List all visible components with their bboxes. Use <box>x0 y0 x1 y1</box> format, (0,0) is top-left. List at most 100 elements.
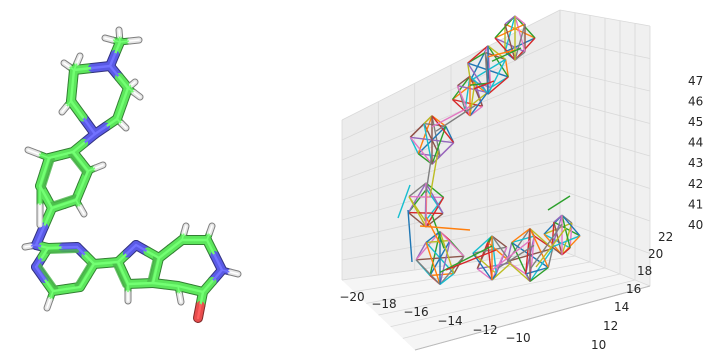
wire-link <box>397 184 411 219</box>
bonds <box>22 27 241 322</box>
wire-link <box>419 225 471 231</box>
wire-link <box>535 227 567 268</box>
wire-segment <box>451 75 471 100</box>
wire-segment <box>547 248 554 268</box>
grid-line <box>366 261 591 304</box>
wire-segment <box>407 212 427 228</box>
wire-segment <box>529 266 549 282</box>
wire-segment <box>529 236 535 282</box>
wire-segment <box>491 273 497 281</box>
bond-highlight <box>71 68 76 87</box>
aromatic-bond <box>37 262 59 291</box>
wire-segment <box>425 231 441 243</box>
wire-link <box>431 106 471 128</box>
wire-segment <box>467 45 489 64</box>
bond-highlight <box>46 246 64 250</box>
wire-segment <box>431 115 455 144</box>
bond-highlight <box>29 244 37 247</box>
bond-highlight <box>176 284 192 291</box>
wire-segment <box>487 242 493 281</box>
bond-highlight <box>125 243 138 255</box>
wire-link <box>491 240 531 271</box>
wire-segment <box>525 273 531 282</box>
bond-highlight <box>51 287 68 293</box>
wire-link <box>429 150 439 198</box>
wire-segment <box>514 15 526 53</box>
aromatic-bond <box>67 152 87 176</box>
wire-link <box>547 195 571 211</box>
wire-link <box>425 216 441 244</box>
wire-segment <box>543 233 571 249</box>
bond-highlight <box>68 65 75 71</box>
bond-highlight <box>59 150 75 157</box>
bond-highlight <box>116 260 125 275</box>
wire-link <box>431 214 445 249</box>
z-tick-label: 42 <box>688 177 703 191</box>
bond-highlight <box>94 164 104 169</box>
wire-segment <box>551 222 555 248</box>
y-tick-label: 16 <box>626 282 641 296</box>
aromatic-bond <box>41 157 55 190</box>
x-tick-label: −10 <box>505 331 530 345</box>
bond-highlight <box>127 87 135 94</box>
wire-segment <box>472 235 493 254</box>
wire-segment <box>506 260 531 282</box>
wire-segment <box>431 142 455 165</box>
wire-segment <box>457 85 488 94</box>
bond-highlight <box>128 39 140 42</box>
bond-highlight <box>113 40 122 56</box>
bond-highlight <box>93 125 108 136</box>
wire-segment <box>487 235 493 243</box>
wire-segment <box>409 136 433 165</box>
aromatic-bond <box>48 194 77 207</box>
bond-highlight <box>43 277 55 293</box>
bond-highlight <box>81 116 97 136</box>
bond-highlight <box>116 252 129 264</box>
z-tick-label: 41 <box>688 197 703 211</box>
bond-highlight <box>201 279 214 294</box>
wire-segment <box>425 182 444 214</box>
bond-highlight <box>92 261 108 266</box>
bond-highlight <box>24 245 32 248</box>
z-tick-label: 43 <box>688 156 703 170</box>
wire-segment <box>494 23 526 39</box>
wire-segment <box>491 235 508 248</box>
y-tick-label: 14 <box>614 300 629 314</box>
bond-highlight <box>38 170 46 188</box>
wire-segment <box>504 15 516 25</box>
aromatic-bond <box>112 261 127 288</box>
bond-highlight <box>178 293 182 303</box>
bond-highlight <box>27 149 40 155</box>
wire-segment <box>452 98 471 117</box>
y-tick-label: 12 <box>603 319 618 333</box>
bond-highlight <box>37 153 50 159</box>
wire-segment <box>418 153 441 158</box>
bond-outlines <box>21 26 242 323</box>
wire-segment <box>415 259 441 285</box>
molecule-render-panel <box>0 0 310 353</box>
bond-highlight <box>126 282 142 286</box>
wire-segment <box>469 105 483 117</box>
bond-highlight <box>120 122 127 129</box>
bond-highlight <box>42 206 54 228</box>
wire-segment <box>561 215 571 249</box>
bond-highlight <box>87 167 97 172</box>
wire-segment <box>561 247 571 256</box>
bond-highlight <box>139 281 155 285</box>
bond-highlight <box>206 232 211 241</box>
bond-highlight <box>151 281 167 286</box>
wire-segment <box>504 23 516 61</box>
wire-segment <box>469 92 489 117</box>
bond-highlight <box>133 91 141 98</box>
bond-highlight <box>47 153 63 160</box>
wire-segment <box>425 182 445 198</box>
wire-link <box>439 245 493 274</box>
bond-highlight <box>78 274 89 289</box>
wire-segment <box>561 214 581 237</box>
wire-segment <box>469 81 476 116</box>
x-tick-label: −14 <box>437 314 462 328</box>
grid-line <box>390 273 621 328</box>
wire-segment <box>439 240 451 285</box>
bond-highlight <box>63 62 70 68</box>
bond-highlight <box>75 245 87 257</box>
